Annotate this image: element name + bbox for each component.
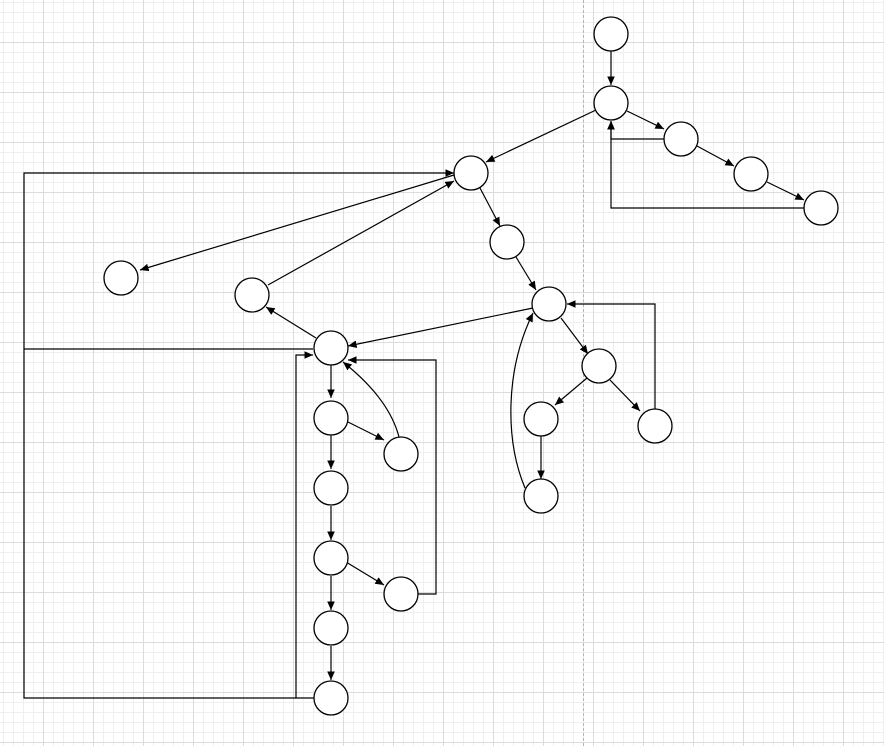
edge-n3-n2[interactable]: [607, 120, 664, 140]
edge-n15-n6[interactable]: [267, 180, 455, 286]
node-n11[interactable]: [581, 348, 617, 384]
node-n10[interactable]: [313, 330, 349, 366]
edge-n6-n7[interactable]: [479, 187, 501, 227]
node-n16[interactable]: [313, 400, 349, 436]
edge-n17-n10[interactable]: [342, 361, 400, 438]
edge-n11-n12[interactable]: [554, 377, 588, 406]
edge-n2-n3[interactable]: [626, 110, 665, 130]
edge-n22-n10[interactable]: [295, 351, 314, 699]
node-n5[interactable]: [803, 190, 839, 226]
node-n2[interactable]: [593, 85, 629, 121]
node-n3[interactable]: [663, 121, 699, 157]
node-n6[interactable]: [453, 155, 489, 191]
edge-n4-n5[interactable]: [766, 181, 805, 201]
edge-n14-n9[interactable]: [510, 312, 534, 489]
edge-n11-n13[interactable]: [609, 379, 641, 412]
node-n21[interactable]: [383, 576, 419, 612]
node-n19[interactable]: [313, 540, 349, 576]
node-n4[interactable]: [733, 156, 769, 192]
node-n1[interactable]: [593, 16, 629, 52]
edge-n13-n9[interactable]: [567, 300, 656, 409]
node-n17[interactable]: [383, 436, 419, 472]
node-n7[interactable]: [489, 224, 525, 260]
edge-n9-n10[interactable]: [347, 307, 534, 349]
node-n13[interactable]: [637, 408, 673, 444]
node-n22[interactable]: [313, 680, 349, 716]
edge-n5-n2[interactable]: [607, 120, 804, 209]
edge-n16-n17[interactable]: [345, 420, 385, 441]
node-n18[interactable]: [313, 470, 349, 506]
edge-n22-n6[interactable]: [23, 169, 454, 699]
node-n9[interactable]: [531, 286, 567, 322]
node-n20[interactable]: [313, 610, 349, 646]
edge-n9-n11[interactable]: [560, 317, 589, 355]
edges: [23, 51, 805, 699]
edge-n10-n15[interactable]: [265, 306, 317, 339]
nodes: [103, 16, 839, 716]
node-n15[interactable]: [234, 277, 270, 313]
node-n12[interactable]: [523, 401, 559, 437]
edge-n3-n4[interactable]: [696, 145, 735, 167]
edge-n6-n8[interactable]: [139, 174, 455, 272]
edge-n21-n10[interactable]: [348, 356, 437, 595]
edge-n7-n9[interactable]: [515, 256, 537, 291]
node-n8[interactable]: [103, 260, 139, 296]
edge-n2-n6[interactable]: [485, 109, 597, 163]
node-n14[interactable]: [523, 478, 559, 514]
edge-n19-n21[interactable]: [345, 561, 385, 586]
